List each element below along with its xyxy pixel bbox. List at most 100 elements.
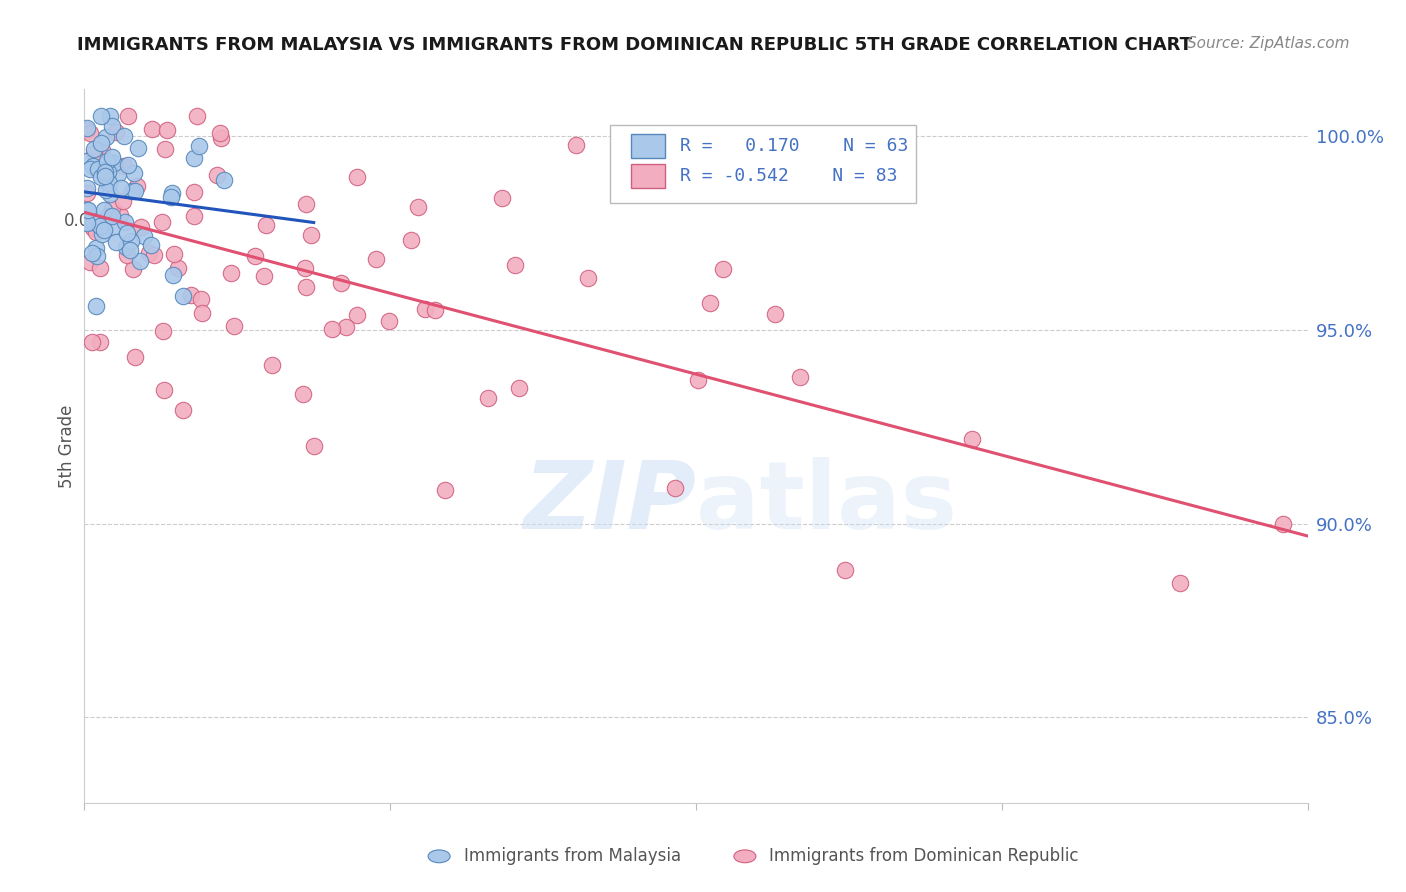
Point <box>114 215 136 229</box>
Point <box>112 194 135 208</box>
Point <box>76 186 98 201</box>
Point <box>98 109 121 123</box>
Point <box>76 120 98 135</box>
Point <box>187 139 209 153</box>
Circle shape <box>734 850 756 863</box>
Y-axis label: 5th Grade: 5th Grade <box>58 404 76 488</box>
Point <box>107 167 129 181</box>
Point <box>89 219 111 233</box>
Point <box>76 123 98 137</box>
Point <box>789 370 811 384</box>
Point <box>664 481 686 495</box>
Point <box>96 154 118 169</box>
Bar <box>631 164 665 188</box>
Point <box>172 289 194 303</box>
Point <box>84 241 107 255</box>
Point <box>214 173 236 187</box>
Point <box>166 261 188 276</box>
Point <box>83 145 105 160</box>
Point <box>124 184 146 198</box>
Point <box>399 233 422 247</box>
Point <box>503 258 526 272</box>
Point <box>183 151 205 165</box>
Point <box>330 276 353 290</box>
Point <box>346 170 368 185</box>
Point <box>208 126 231 140</box>
Text: R =   0.170    N = 63: R = 0.170 N = 63 <box>681 137 908 155</box>
Point <box>160 190 183 204</box>
Point <box>688 373 710 387</box>
Point <box>183 209 205 223</box>
Point <box>366 252 388 266</box>
Point <box>205 168 228 182</box>
Point <box>98 187 121 202</box>
Point <box>76 216 98 230</box>
Point <box>423 302 446 317</box>
Point <box>79 126 101 140</box>
Point <box>124 351 146 365</box>
Point <box>508 381 530 395</box>
Point <box>82 159 104 173</box>
Point <box>219 266 242 280</box>
Point <box>304 439 326 453</box>
Point <box>104 235 127 249</box>
Point <box>434 483 457 497</box>
Point <box>335 320 357 334</box>
Point <box>162 186 184 200</box>
Point <box>110 180 132 194</box>
Point <box>243 248 266 262</box>
Point <box>96 183 118 197</box>
Point <box>118 243 141 257</box>
Point <box>224 319 246 334</box>
Point <box>180 288 202 302</box>
Point <box>295 279 318 293</box>
Text: ZIP: ZIP <box>523 457 696 549</box>
Point <box>120 234 142 248</box>
Point <box>97 209 120 223</box>
Point <box>346 308 368 322</box>
Point <box>254 218 277 232</box>
Point <box>117 158 139 172</box>
Point <box>83 142 105 156</box>
Point <box>89 334 111 349</box>
Point <box>415 302 437 317</box>
Point <box>112 159 135 173</box>
Point <box>129 253 152 268</box>
Point <box>139 238 162 252</box>
Point <box>90 170 112 185</box>
Point <box>141 122 163 136</box>
Point <box>578 271 600 285</box>
Text: IMMIGRANTS FROM MALAYSIA VS IMMIGRANTS FROM DOMINICAN REPUBLIC 5TH GRADE CORRELA: IMMIGRANTS FROM MALAYSIA VS IMMIGRANTS F… <box>77 36 1192 54</box>
Point <box>82 220 104 235</box>
Point <box>104 125 127 139</box>
Text: Immigrants from Dominican Republic: Immigrants from Dominican Republic <box>769 847 1078 864</box>
Point <box>295 197 318 211</box>
Point <box>98 176 121 190</box>
Point <box>299 227 322 242</box>
Point <box>93 222 115 236</box>
Point <box>90 109 112 123</box>
Point <box>155 142 177 156</box>
Point <box>101 219 124 234</box>
Point <box>86 249 108 263</box>
Point <box>121 184 143 198</box>
Point <box>962 432 984 446</box>
Point <box>76 181 98 195</box>
Point <box>162 268 184 282</box>
Point <box>87 162 110 177</box>
Point <box>82 215 104 229</box>
Point <box>129 220 152 235</box>
Point <box>108 208 131 222</box>
Point <box>96 157 118 171</box>
Point <box>127 141 149 155</box>
Point <box>84 299 107 313</box>
Point <box>150 215 173 229</box>
Point <box>491 191 513 205</box>
Point <box>1168 575 1191 590</box>
Point <box>138 245 160 260</box>
Point <box>163 247 186 261</box>
Point <box>132 229 155 244</box>
Point <box>84 225 107 239</box>
Point <box>191 306 214 320</box>
Point <box>152 324 174 338</box>
